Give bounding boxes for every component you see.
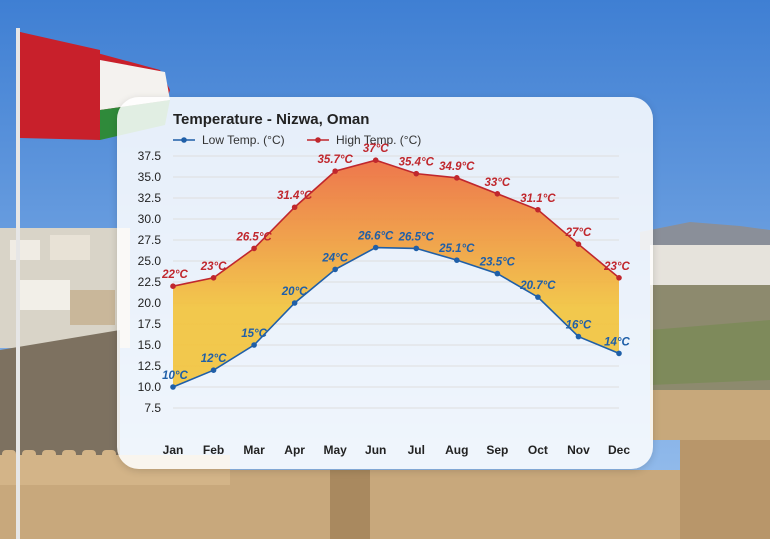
x-tick-label: Sep bbox=[486, 443, 508, 457]
high-temp-label: 23°C bbox=[200, 261, 227, 273]
high-temp-point[interactable] bbox=[535, 206, 541, 213]
low-temp-point[interactable] bbox=[170, 384, 176, 390]
high-temp-point[interactable] bbox=[332, 168, 338, 174]
low-temp-line bbox=[172, 246, 620, 388]
high-temp-point[interactable] bbox=[616, 275, 622, 281]
y-tick-label: 20.0 bbox=[138, 296, 162, 310]
low-temp-point[interactable] bbox=[210, 367, 217, 374]
x-tick-label: Aug bbox=[445, 443, 468, 457]
low-temp-label: 23.5°C bbox=[479, 257, 516, 269]
high-temp-point[interactable] bbox=[210, 275, 217, 281]
low-temp-label: 15°C bbox=[241, 328, 267, 340]
high-temp-point[interactable] bbox=[413, 170, 420, 177]
high-temp-point[interactable] bbox=[454, 175, 460, 181]
y-axis: 7.5 10.0 12.5 15.0 17.5 20.0 22.5 25.0 27.5 30.0 3… bbox=[138, 149, 162, 415]
high-temp-label: 27°C bbox=[565, 227, 592, 239]
x-tick-label: Jun bbox=[365, 443, 386, 457]
y-tick-label: 12.5 bbox=[138, 359, 162, 373]
y-tick-label: 37.5 bbox=[138, 149, 162, 163]
temperature-chart: Temperature - Nizwa, Oman Low Temp. (°C)… bbox=[138, 111, 631, 457]
high-temp-point[interactable] bbox=[494, 191, 501, 197]
high-temp-label: 35.4°C bbox=[399, 157, 435, 169]
legend: Low Temp. (°C) High Temp. (°C) bbox=[173, 133, 421, 147]
low-temp-point[interactable] bbox=[413, 245, 420, 252]
data-points bbox=[170, 157, 622, 390]
x-tick-label: Dec bbox=[608, 443, 630, 457]
legend-item-low[interactable]: Low Temp. (°C) bbox=[173, 133, 285, 147]
high-temp-label: 37°C bbox=[363, 143, 389, 155]
low-temp-label: 26.5°C bbox=[398, 231, 435, 243]
low-temp-label: 12°C bbox=[201, 353, 227, 365]
low-temp-label: 10°C bbox=[162, 370, 188, 382]
y-tick-label: 27.5 bbox=[138, 233, 162, 247]
x-tick-label: Apr bbox=[284, 443, 305, 457]
low-temp-point[interactable] bbox=[616, 350, 622, 357]
x-tick-label: Mar bbox=[243, 443, 265, 457]
high-temp-label: 22°C bbox=[161, 269, 188, 281]
y-tick-label: 15.0 bbox=[138, 338, 162, 352]
legend-item-high[interactable]: High Temp. (°C) bbox=[307, 133, 421, 147]
legend-label-high: High Temp. (°C) bbox=[336, 133, 421, 147]
y-tick-label: 30.0 bbox=[138, 212, 162, 226]
range-band bbox=[173, 160, 619, 387]
high-temp-label: 31.4°C bbox=[277, 190, 313, 202]
low-temp-label: 24°C bbox=[321, 252, 348, 264]
low-temp-point[interactable] bbox=[291, 300, 298, 306]
high-temp-label: 35.7°C bbox=[318, 154, 354, 166]
x-tick-label: Nov bbox=[567, 443, 590, 457]
y-tick-label: 25.0 bbox=[138, 254, 162, 268]
low-temp-label: 16°C bbox=[566, 320, 592, 332]
x-tick-label: Jul bbox=[408, 443, 425, 457]
low-temp-label: 20.7°C bbox=[519, 280, 556, 292]
legend-label-low: Low Temp. (°C) bbox=[202, 133, 285, 147]
low-temp-point[interactable] bbox=[494, 270, 501, 277]
x-tick-label: Oct bbox=[528, 443, 548, 457]
x-tick-label: Feb bbox=[203, 443, 224, 457]
low-temp-label: 14°C bbox=[604, 336, 630, 348]
high-temp-point[interactable] bbox=[575, 241, 582, 247]
x-axis: Jan Feb Mar Apr May Jun Jul Aug Sep Oct Nov Dec bbox=[163, 443, 631, 457]
y-tick-label: 10.0 bbox=[138, 380, 162, 394]
high-temp-point[interactable] bbox=[251, 245, 257, 252]
high-temp-point[interactable] bbox=[372, 157, 379, 163]
low-temp-label: 26.6°C bbox=[357, 231, 394, 243]
y-tick-label: 32.5 bbox=[138, 191, 162, 205]
x-tick-label: May bbox=[324, 443, 348, 457]
data-labels: 10°C12°C15°C20°C24°C26.6°C 26.5°C25.1°C23… bbox=[161, 143, 630, 382]
y-tick-label: 22.5 bbox=[138, 275, 162, 289]
temperature-range-band bbox=[173, 160, 619, 387]
low-temp-point[interactable] bbox=[575, 333, 582, 340]
low-temp-point[interactable] bbox=[372, 244, 379, 251]
high-temp-label: 26.5°C bbox=[235, 231, 272, 243]
high-temp-label: 23°C bbox=[603, 261, 630, 273]
high-temp-label: 31.1°C bbox=[520, 193, 556, 205]
y-tick-label: 7.5 bbox=[144, 401, 161, 415]
y-tick-label: 17.5 bbox=[138, 317, 162, 331]
low-temp-label: 20°C bbox=[281, 286, 308, 298]
series-lines bbox=[172, 159, 620, 388]
x-tick-label: Jan bbox=[163, 443, 184, 457]
high-temp-label: 34.9°C bbox=[439, 161, 475, 173]
high-temp-line bbox=[172, 159, 620, 287]
low-temp-point[interactable] bbox=[251, 342, 257, 348]
low-temp-point[interactable] bbox=[535, 294, 541, 300]
high-temp-point[interactable] bbox=[170, 283, 176, 289]
low-temp-point[interactable] bbox=[454, 257, 460, 263]
high-temp-label: 33°C bbox=[485, 177, 511, 189]
high-temp-point[interactable] bbox=[291, 204, 298, 211]
y-tick-label: 35.0 bbox=[138, 170, 162, 184]
chart-title: Temperature - Nizwa, Oman bbox=[173, 111, 369, 128]
low-temp-point[interactable] bbox=[332, 266, 338, 273]
low-temp-label: 25.1°C bbox=[438, 243, 475, 255]
